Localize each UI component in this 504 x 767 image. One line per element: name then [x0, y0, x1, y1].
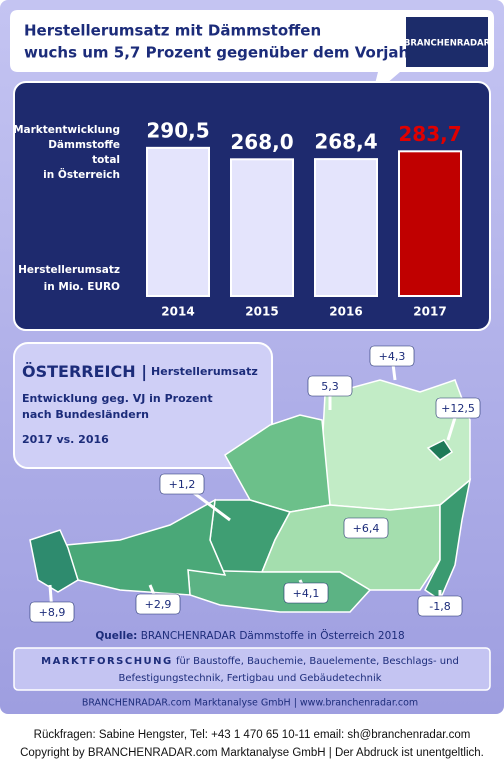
callout-box	[29, 601, 75, 623]
region-label: +6,4	[353, 522, 380, 535]
source: Quelle: BRANCHENRADAR Dämmstoffe in Öste…	[95, 629, 404, 642]
header-title: Herstellerumsatz mit Dämmstoffen	[24, 22, 321, 40]
callout-box	[343, 517, 389, 539]
x-tick-label: 2016	[329, 305, 362, 319]
map-title: ÖSTERREICH | Herstellerumsatz	[22, 362, 258, 382]
bar	[230, 158, 294, 297]
region	[29, 529, 79, 593]
footer-line: Copyright by BRANCHENRADAR.com Marktanal…	[20, 747, 484, 759]
chart-label: Herstellerumsatz	[18, 264, 120, 276]
company: BRANCHENRADAR.com Marktanalyse GmbH | ww…	[82, 698, 418, 709]
region-label: +8,9	[39, 606, 66, 619]
map-info-box	[13, 342, 273, 469]
value-label: 268,0	[230, 130, 293, 154]
footer-line: Rückfragen: Sabine Hengster, Tel: +43 1 …	[34, 729, 471, 741]
chart-label: in Mio. EURO	[44, 281, 120, 293]
bar	[398, 150, 462, 297]
map-period: 2017 vs. 2016	[22, 433, 109, 446]
map	[29, 379, 472, 613]
callout-box	[417, 595, 463, 617]
value-label: 290,5	[146, 118, 209, 142]
header-bubble	[10, 10, 494, 96]
callout-box	[135, 593, 181, 615]
chart-label: total	[92, 154, 120, 166]
chart-label: Marktentwicklung	[13, 124, 120, 136]
research-box	[13, 647, 491, 691]
value-label: 283,7	[398, 122, 461, 146]
header-title: wuchs um 5,7 Prozent gegenüber dem Vorja…	[24, 44, 417, 62]
region-label: 5,3	[321, 380, 339, 393]
chart-label: in Österreich	[43, 167, 120, 181]
region-label: +4,3	[379, 350, 406, 363]
region-label: -1,8	[429, 600, 450, 613]
map-description: Entwicklung geg. VJ in Prozent	[22, 392, 213, 405]
x-tick-label: 2017	[413, 305, 446, 319]
research-text: Befestigungstechnik, Fertigbau und Gebäu…	[118, 673, 381, 684]
research-text: MARKTFORSCHUNG für Baustoffe, Bauchemie,…	[41, 656, 459, 667]
callout-box	[159, 473, 205, 495]
callout-box	[369, 345, 415, 367]
bar	[146, 146, 210, 297]
region-label: +4,1	[293, 587, 320, 600]
region	[64, 498, 227, 596]
region	[426, 439, 454, 461]
map-description: nach Bundesländern	[22, 408, 149, 421]
callout-box	[307, 375, 353, 397]
region	[260, 504, 441, 591]
bar	[314, 158, 378, 297]
x-tick-label: 2014	[161, 305, 194, 319]
callout-box	[435, 397, 481, 419]
region-label: +2,9	[145, 598, 172, 611]
value-label: 268,4	[314, 130, 377, 154]
region-label: +12,5	[441, 402, 475, 415]
x-tick-label: 2015	[245, 305, 278, 319]
region-label: +1,2	[169, 478, 196, 491]
logo	[406, 17, 488, 67]
chart-label: Dämmstoffe	[48, 139, 120, 151]
logo-text: BRANCHENRADAR	[404, 39, 491, 49]
callout-box	[283, 582, 329, 604]
region	[424, 478, 472, 602]
